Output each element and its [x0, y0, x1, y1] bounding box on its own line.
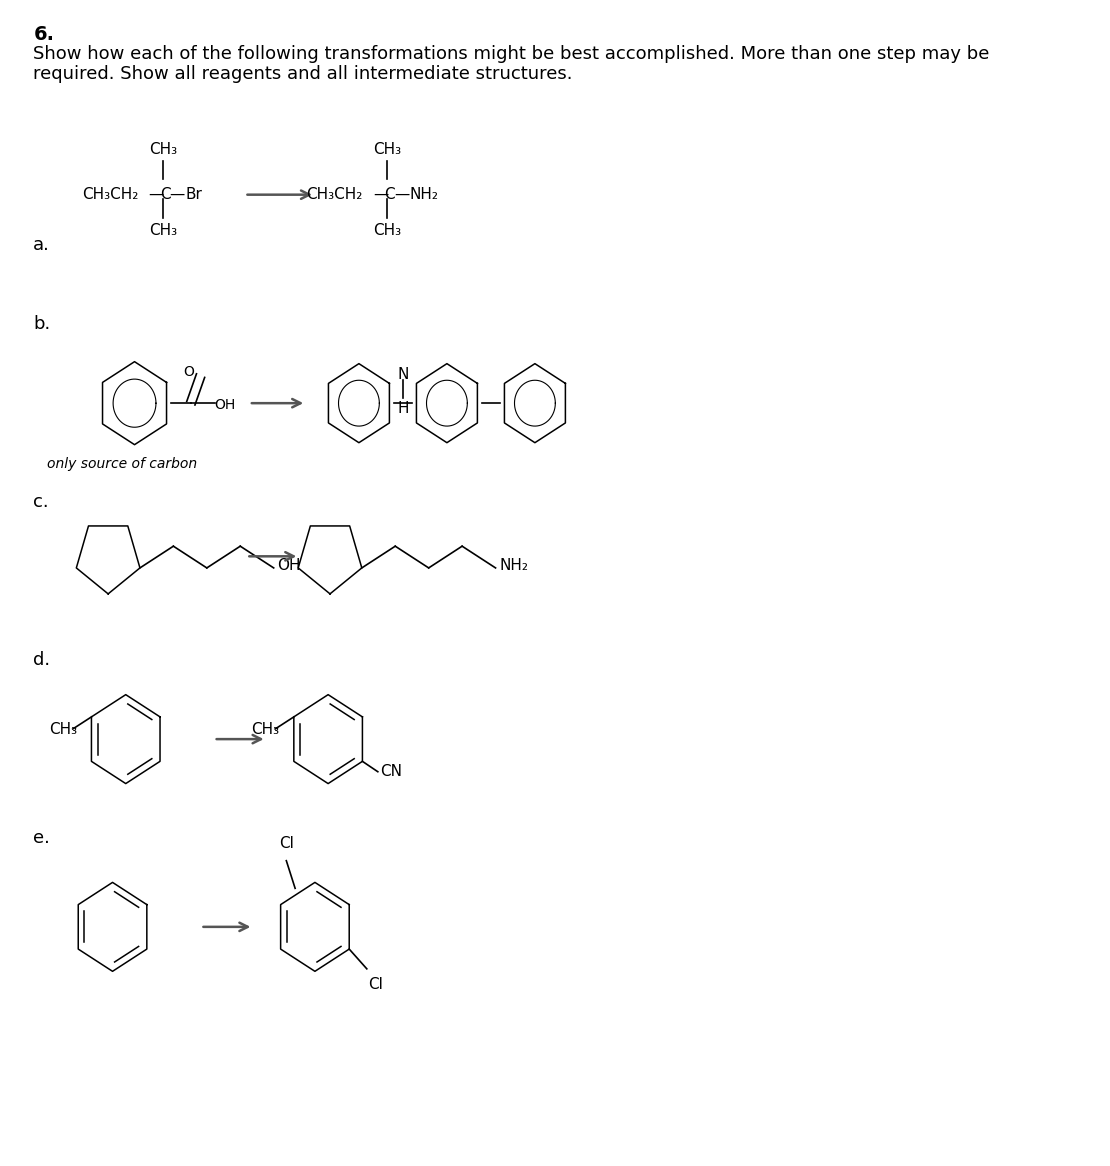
- Text: O: O: [183, 365, 194, 379]
- Text: c.: c.: [33, 493, 49, 511]
- Text: C: C: [160, 188, 171, 202]
- Text: only source of carbon: only source of carbon: [47, 457, 196, 471]
- Text: CH₃CH₂: CH₃CH₂: [82, 188, 138, 202]
- Text: Cl: Cl: [369, 977, 383, 992]
- Text: H: H: [397, 401, 408, 415]
- Text: NH₂: NH₂: [410, 188, 438, 202]
- Text: —: —: [373, 188, 388, 202]
- Text: OH: OH: [278, 559, 301, 574]
- Text: N: N: [397, 367, 408, 382]
- Text: Cl: Cl: [279, 836, 294, 851]
- Text: Br: Br: [185, 188, 202, 202]
- Text: CH₃: CH₃: [149, 142, 176, 156]
- Text: d.: d.: [33, 651, 50, 669]
- Text: a.: a.: [33, 236, 50, 254]
- Text: NH₂: NH₂: [500, 559, 528, 574]
- Text: CH₃CH₂: CH₃CH₂: [306, 188, 363, 202]
- Text: OH: OH: [214, 398, 235, 412]
- Text: C: C: [384, 188, 395, 202]
- Text: CH₃: CH₃: [373, 223, 401, 238]
- Text: CH₃: CH₃: [149, 223, 176, 238]
- Text: 6.: 6.: [33, 26, 54, 44]
- Text: CH₃: CH₃: [373, 142, 401, 156]
- Text: CH₃: CH₃: [49, 722, 77, 737]
- Text: —: —: [394, 188, 410, 202]
- Text: required. Show all reagents and all intermediate structures.: required. Show all reagents and all inte…: [33, 65, 573, 83]
- Text: CH₃: CH₃: [251, 722, 280, 737]
- Text: e.: e.: [33, 829, 50, 847]
- Text: —: —: [149, 188, 164, 202]
- Text: Show how each of the following transformations might be best accomplished. More : Show how each of the following transform…: [33, 45, 990, 63]
- Text: CN: CN: [381, 764, 403, 779]
- Text: b.: b.: [33, 315, 51, 333]
- Text: —: —: [170, 188, 185, 202]
